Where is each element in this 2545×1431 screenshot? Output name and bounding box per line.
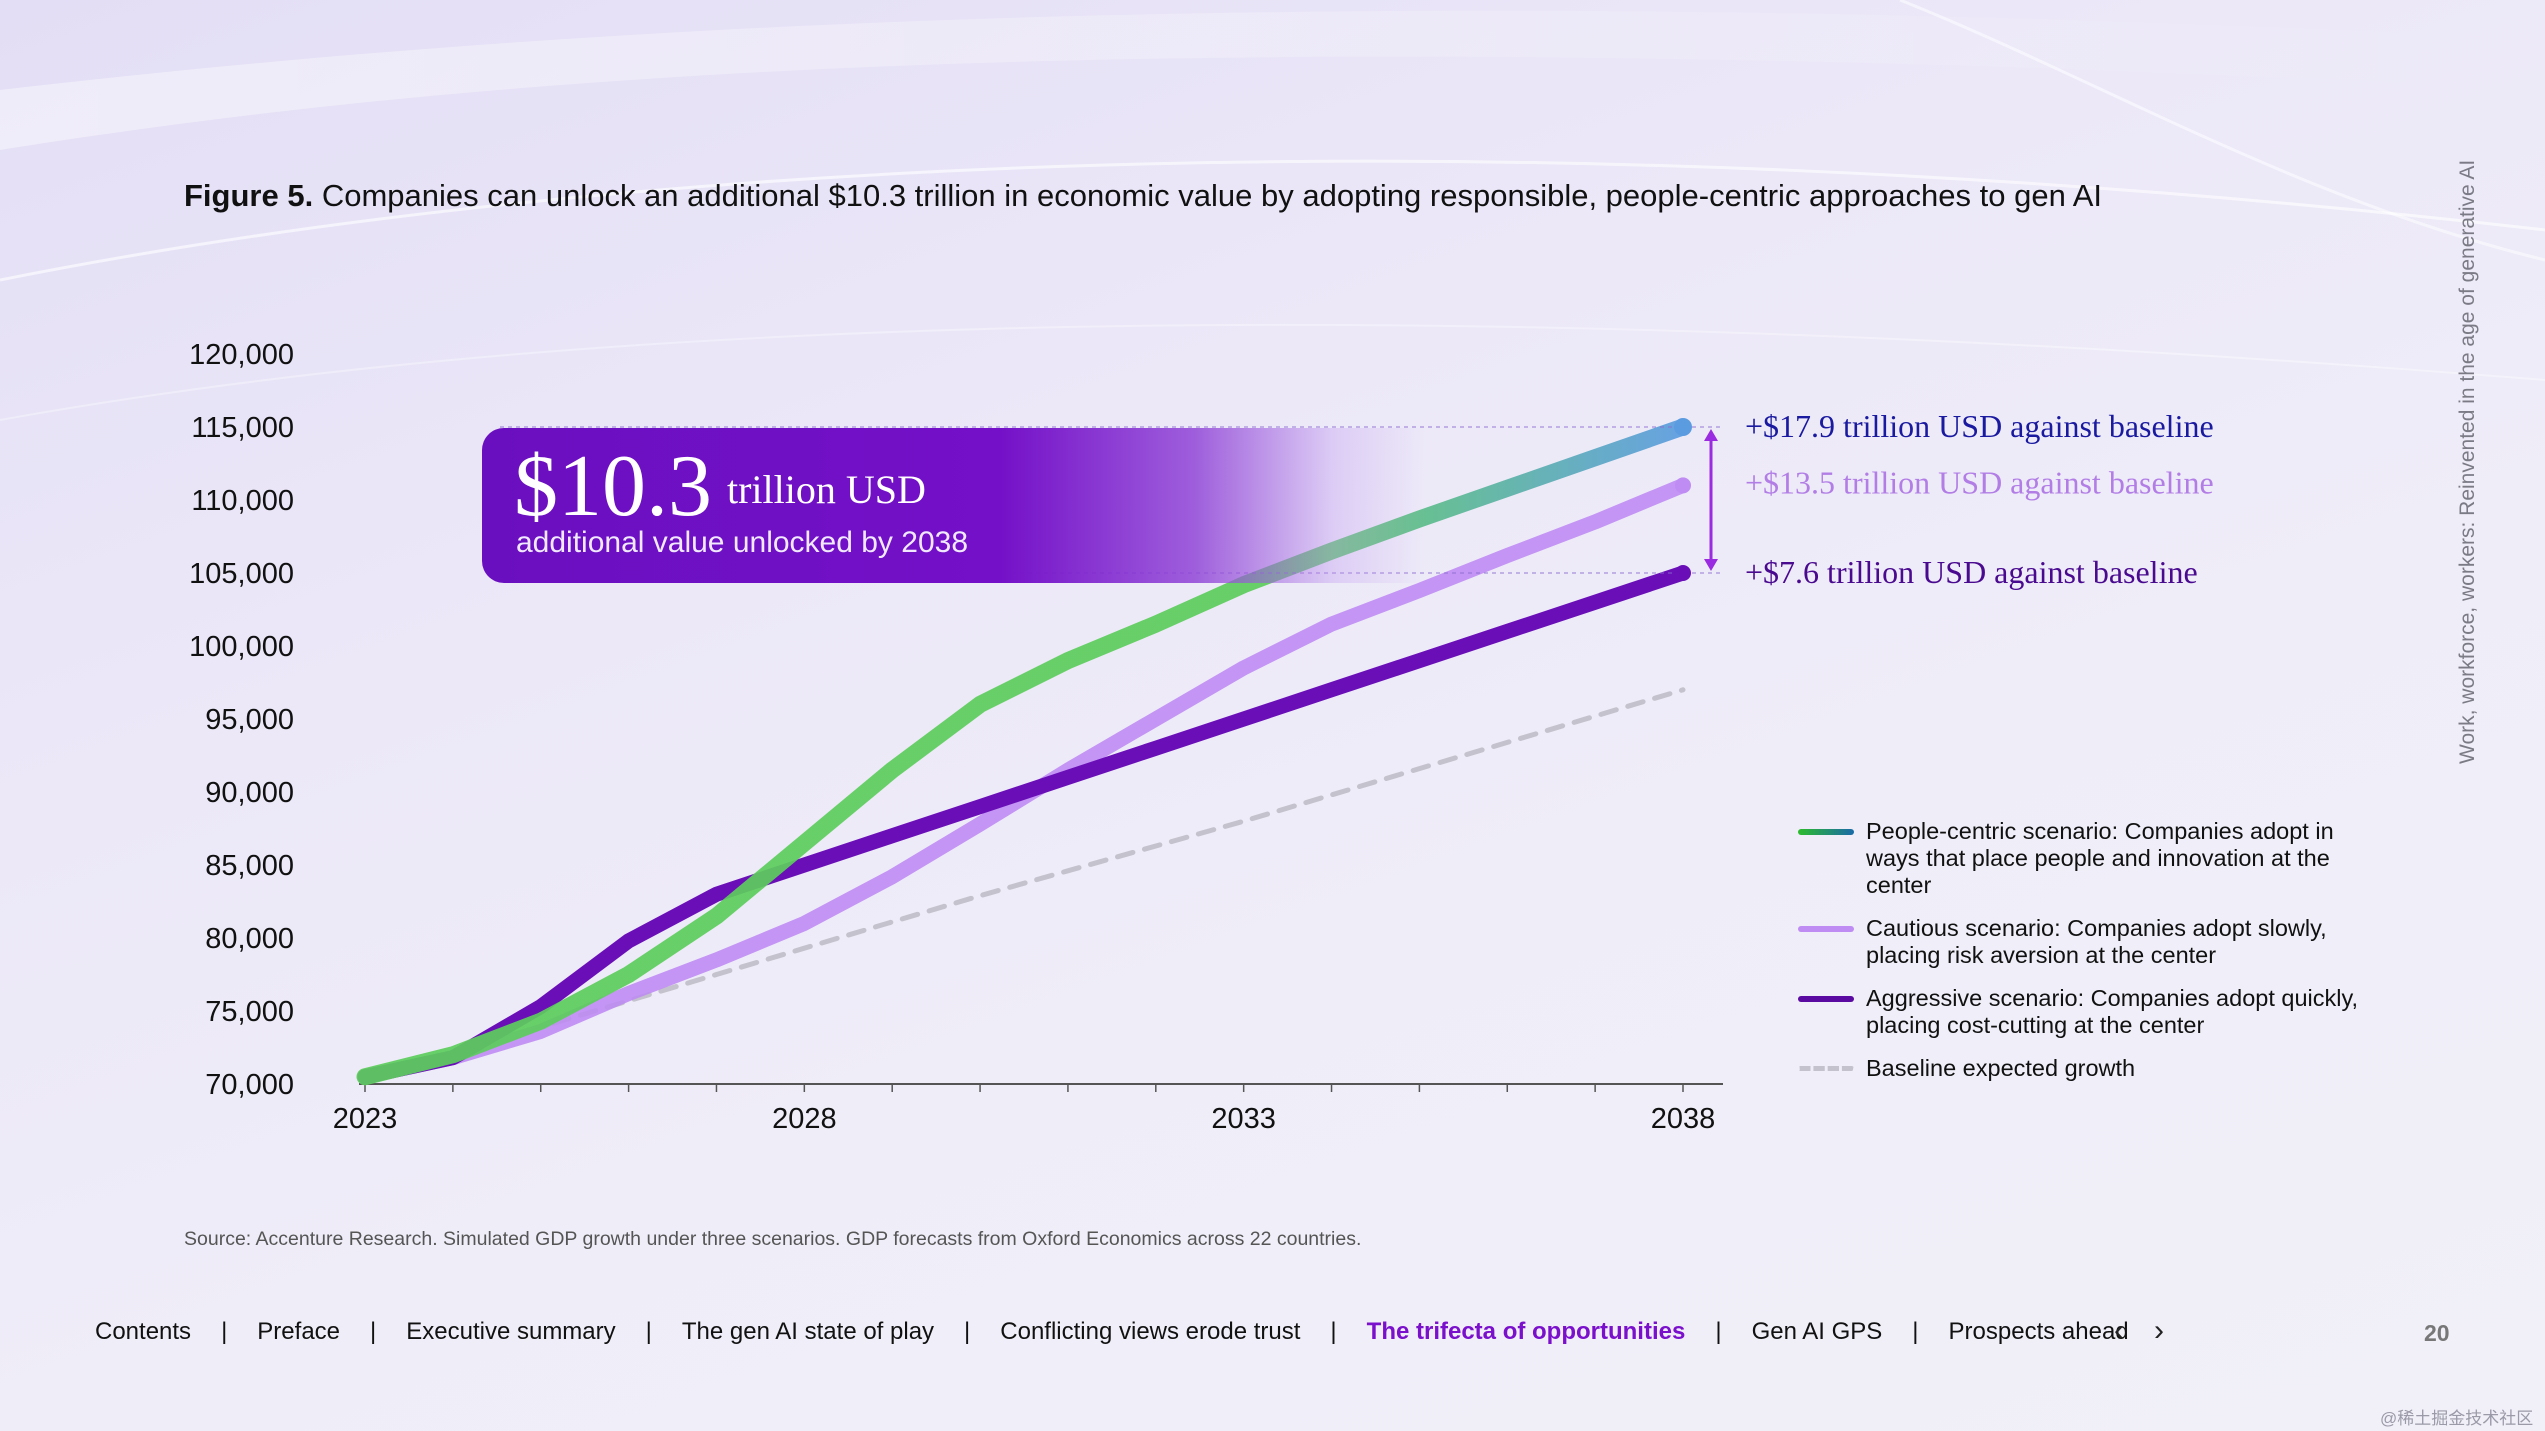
legend-label: People-centric scenario: Companies adopt…: [1866, 818, 2334, 898]
page-arrows: ‹ ›: [2114, 1314, 2164, 1348]
x-tick-label: 2028: [772, 1103, 837, 1135]
legend-label: Cautious scenario: Companies adopt slowl…: [1866, 915, 2327, 968]
bottom-navigation: Contents | Preface | Executive summary |…: [95, 1318, 2129, 1346]
y-tick-label: 70,000: [205, 1069, 294, 1101]
series-endpoint-cautious: [1675, 477, 1691, 494]
y-tick-label: 80,000: [205, 923, 294, 955]
legend-swatch-baseline: [1798, 1066, 1854, 1071]
nav-separator: |: [1912, 1318, 1919, 1345]
nav-item-prospects-ahead[interactable]: Prospects ahead: [1948, 1318, 2129, 1345]
y-tick-label: 75,000: [205, 996, 294, 1028]
nav-item-preface[interactable]: Preface: [257, 1318, 341, 1345]
legend-label: Baseline expected growth: [1866, 1055, 2136, 1081]
callout-unit: trillion USD: [727, 467, 926, 512]
value-callout: $10.3 trillion USD additional value unlo…: [482, 428, 1632, 583]
nav-separator: |: [964, 1318, 971, 1345]
chart-legend: People-centric scenario: Companies adopt…: [1798, 818, 2358, 1098]
x-tick-label: 2023: [333, 1103, 398, 1135]
series-line-aggressive: [357, 565, 1691, 1085]
nav-separator: |: [370, 1318, 377, 1345]
y-tick-label: 85,000: [205, 850, 294, 882]
series-endpoint-aggressive: [1675, 565, 1691, 581]
nav-item-trifecta-of-opportunities[interactable]: The trifecta of opportunities: [1366, 1318, 1686, 1345]
legend-item-aggressive: Aggressive scenario: Companies adopt qui…: [1798, 985, 2358, 1039]
legend-swatch-cautious: [1798, 926, 1854, 932]
nav-item-conflicting-views[interactable]: Conflicting views erode trust: [1000, 1318, 1301, 1345]
figure-title: Figure 5. Companies can unlock an additi…: [184, 178, 2102, 214]
legend-swatch-aggressive: [1798, 996, 1854, 1002]
y-tick-label: 105,000: [189, 558, 294, 590]
annotation-label: +$13.5 trillion USD against baseline: [1745, 464, 2214, 500]
y-tick-label: 115,000: [191, 412, 294, 444]
source-note: Source: Accenture Research. Simulated GD…: [184, 1228, 1362, 1250]
nav-separator: |: [1330, 1318, 1337, 1345]
nav-item-executive-summary[interactable]: Executive summary: [406, 1318, 616, 1345]
nav-item-contents[interactable]: Contents: [95, 1318, 192, 1345]
watermark: @稀土掘金技术社区: [2380, 1409, 2534, 1428]
nav-separator: |: [1715, 1318, 1722, 1345]
legend-label: Aggressive scenario: Companies adopt qui…: [1866, 985, 2359, 1038]
x-tick-label: 2033: [1211, 1103, 1276, 1135]
callout-amount: $10.3: [514, 438, 712, 535]
callout-subtitle: additional value unlocked by 2038: [516, 526, 969, 559]
page-number: 20: [2424, 1320, 2450, 1346]
y-tick-label: 120,000: [189, 339, 294, 371]
legend-item-people-centric: People-centric scenario: Companies adopt…: [1798, 818, 2358, 899]
y-tick-label: 100,000: [189, 631, 294, 663]
x-tick-label: 2038: [1651, 1103, 1716, 1135]
legend-item-baseline: Baseline expected growth: [1798, 1055, 2358, 1082]
y-tick-label: 90,000: [205, 777, 294, 809]
y-tick-label: 110,000: [191, 485, 294, 517]
arrow-head-up-icon: [1704, 429, 1718, 441]
legend-item-cautious: Cautious scenario: Companies adopt slowl…: [1798, 915, 2358, 969]
arrow-head-down-icon: [1704, 559, 1718, 571]
nav-separator: |: [221, 1318, 228, 1345]
nav-item-gen-ai-gps[interactable]: Gen AI GPS: [1751, 1318, 1883, 1345]
chevron-left-icon[interactable]: ‹: [2114, 1314, 2124, 1347]
figure-title-text: Companies can unlock an additional $10.3…: [321, 178, 2103, 213]
series-endpoint-people-centric: [1674, 418, 1692, 436]
legend-swatch-people-centric: [1798, 829, 1854, 835]
annotation-label: +$7.6 trillion USD against baseline: [1745, 554, 2198, 590]
nav-item-gen-ai-state-of-play[interactable]: The gen AI state of play: [681, 1318, 935, 1345]
nav-separator: |: [645, 1318, 652, 1345]
y-tick-label: 95,000: [205, 704, 294, 736]
chevron-right-icon[interactable]: ›: [2154, 1314, 2164, 1347]
figure-label: Figure 5.: [184, 178, 314, 213]
annotation-label: +$17.9 trillion USD against baseline: [1745, 408, 2214, 444]
side-running-title: Work, workforce, workers: Reinvented in …: [2456, 159, 2479, 764]
